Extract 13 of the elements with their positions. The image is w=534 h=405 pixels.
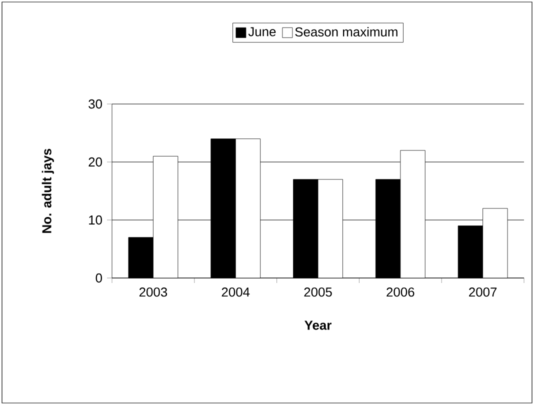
legend-label: Season maximum bbox=[295, 26, 398, 37]
y-axis-title: No. adult jays bbox=[42, 148, 54, 233]
y-tick-label: 0 bbox=[96, 273, 102, 283]
y-tick-label: 30 bbox=[88, 99, 102, 109]
x-tick-label: 2004 bbox=[222, 288, 250, 297]
x-tick-label: 2005 bbox=[304, 288, 332, 297]
y-tick-label: 20 bbox=[88, 157, 102, 167]
y-tick-label: 10 bbox=[89, 215, 102, 225]
legend-label: June bbox=[248, 27, 276, 36]
x-tick-label: 2007 bbox=[469, 288, 497, 297]
x-tick-label: 2003 bbox=[139, 288, 168, 297]
x-axis-title: Year bbox=[304, 320, 332, 330]
x-tick-label: 2006 bbox=[386, 288, 414, 297]
